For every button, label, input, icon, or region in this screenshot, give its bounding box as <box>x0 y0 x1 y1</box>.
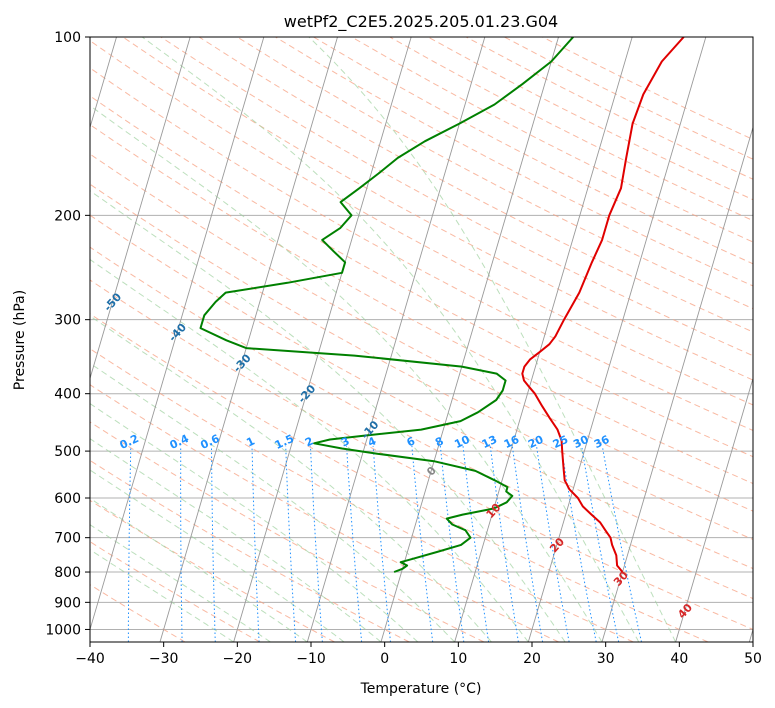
mixing-ratio-line <box>346 445 363 642</box>
y-tick-label: 600 <box>54 491 81 507</box>
x-tick-label: 20 <box>523 651 541 667</box>
dry-adiabat <box>160 37 753 357</box>
x-tick-label: 10 <box>449 651 467 667</box>
mixing-ratio-line <box>211 445 216 642</box>
moist-adiabat <box>308 37 677 642</box>
y-tick-label: 300 <box>54 313 81 329</box>
isotherm <box>306 37 486 642</box>
dry-adiabat <box>90 541 261 642</box>
mixing-ratio-line <box>489 445 519 642</box>
moist-adiabat <box>90 258 529 642</box>
mixing-ratio-line <box>560 445 597 642</box>
moist-adiabat <box>90 469 345 642</box>
profile-lines <box>199 37 685 573</box>
moist-adiabat <box>141 37 640 642</box>
mixing-ratio-line <box>411 445 434 642</box>
y-tick-label: 900 <box>54 595 81 611</box>
mixing-ratio-line <box>511 445 544 642</box>
y-tick-label: 800 <box>54 565 81 581</box>
isotherm <box>454 37 633 642</box>
mixing-ratio-line <box>285 445 297 642</box>
y-axis-title: Pressure (hPa) <box>12 290 28 390</box>
y-axis: 100 200 300 400 500 600 700 800 900 1000 <box>45 30 90 638</box>
dry-adiabat <box>90 183 753 540</box>
x-tick-label: 30 <box>597 651 615 667</box>
isotherm <box>233 37 412 642</box>
isotherm <box>601 125 753 642</box>
dry-adiabat <box>90 246 753 600</box>
x-tick-label: 40 <box>670 651 688 667</box>
dry-adiabat <box>90 279 753 630</box>
chart-title: wetPf2_C2E5.2025.205.01.23.G04 <box>284 12 558 32</box>
mixing-ratio-label: 13 <box>480 433 499 451</box>
dry-adiabat <box>90 421 485 642</box>
dry-adiabat <box>90 124 753 485</box>
mixing-ratio-line <box>309 445 323 642</box>
mixing-ratio-line <box>581 445 620 642</box>
x-tick-label: −10 <box>296 651 326 667</box>
isotherm <box>159 37 338 642</box>
mixing-ratio-label: 25 <box>551 433 570 451</box>
x-tick-label: −30 <box>149 651 179 667</box>
y-tick-label: 400 <box>54 387 81 403</box>
mixing-ratio-line <box>127 445 132 642</box>
x-tick-label: −40 <box>75 651 105 667</box>
dry-adiabat <box>90 348 634 642</box>
dry-adiabat <box>90 584 186 642</box>
mixing-ratio-label: 30 <box>571 433 591 451</box>
mixing-ratio-label: 10 <box>452 433 472 451</box>
x-tick-label: 0 <box>380 651 389 667</box>
mixing-ratio-label: 20 <box>526 433 546 451</box>
dry-adiabat <box>90 459 410 642</box>
mixing-ratio-line <box>439 445 465 642</box>
y-tick-label: 100 <box>54 30 81 46</box>
mixing-ratio-label: 16 <box>502 433 522 451</box>
mixing-ratio-line <box>180 445 183 642</box>
dewpoint-profile-line <box>199 37 574 573</box>
moist-adiabat <box>90 362 455 642</box>
isotherm <box>90 37 265 632</box>
x-axis: −40 −30 −20 −10 0 10 20 30 40 50 <box>75 642 762 667</box>
isotherm <box>675 376 753 642</box>
dry-adiabat <box>275 37 753 287</box>
moist-adiabat <box>90 403 419 642</box>
moist-adiabat <box>90 105 603 642</box>
x-tick-label: −20 <box>223 651 253 667</box>
isotherm <box>380 37 559 642</box>
x-tick-label: 50 <box>744 651 762 667</box>
y-tick-label: 200 <box>54 208 81 224</box>
y-tick-label: 500 <box>54 444 81 460</box>
isotherm <box>90 37 191 380</box>
mixing-ratio-line <box>601 445 642 642</box>
background-lines <box>90 37 753 642</box>
y-tick-label: 1000 <box>45 622 81 638</box>
mixing-ratio-label: 36 <box>592 433 612 451</box>
dry-adiabat <box>236 37 753 310</box>
dry-adiabat <box>90 313 709 642</box>
isotherm <box>527 37 707 642</box>
x-axis-title: Temperature (°C) <box>360 681 482 697</box>
dry-adiabat <box>90 95 753 458</box>
mixing-ratio-line <box>536 445 570 642</box>
plot-background <box>90 37 753 642</box>
dry-adiabat <box>90 153 753 512</box>
moist-adiabat <box>90 190 566 642</box>
plot-frame <box>89 36 754 643</box>
dry-adiabat <box>122 37 753 381</box>
mixing-ratio-line <box>462 445 490 642</box>
y-tick-label: 700 <box>54 531 81 547</box>
mixing-ratio-line <box>251 445 260 642</box>
moist-adiabat <box>90 315 492 642</box>
temperature-profile-line <box>521 37 685 573</box>
mixing-ratio-line <box>372 445 391 642</box>
